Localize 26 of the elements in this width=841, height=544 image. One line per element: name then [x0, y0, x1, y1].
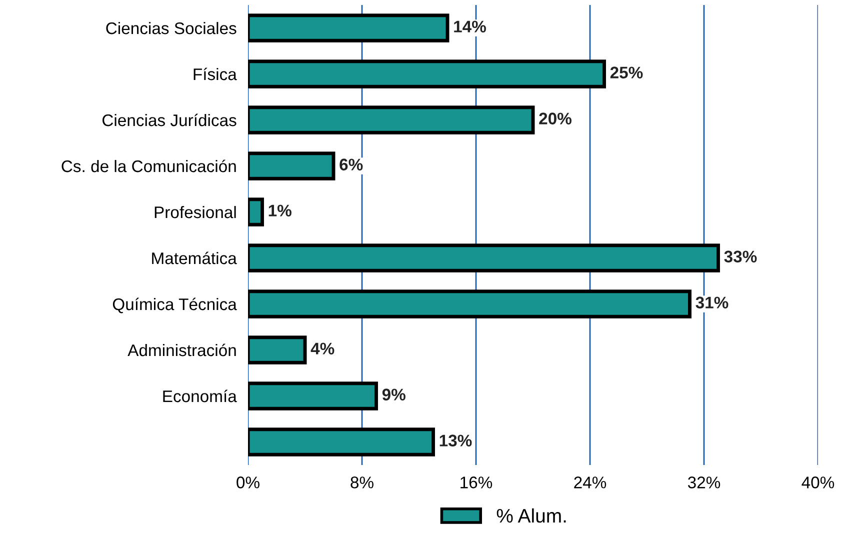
data-label: 33% [724, 250, 757, 262]
y-tick-label: Ciencias Jurídicas [102, 114, 236, 126]
x-tick-label: 32% [688, 476, 720, 488]
data-label: 13% [440, 434, 472, 446]
data-label: 1% [268, 204, 292, 216]
x-tick-label: 8% [350, 476, 374, 488]
x-tick-label: 16% [460, 476, 492, 488]
y-tick-label: Matemática [152, 252, 237, 264]
x-tick-label: 40% [802, 476, 834, 488]
legend-label: % Alum. [496, 508, 566, 523]
data-label: 9% [382, 388, 406, 400]
y-tick-label: Ciencias Sociales [106, 22, 236, 34]
y-tick-label: Cs. de la Comunicación [62, 160, 236, 172]
y-tick-label: Administración [128, 344, 236, 356]
x-tick-label: 24% [574, 476, 606, 488]
data-label: 20% [539, 112, 572, 124]
data-label: 14% [454, 20, 486, 32]
y-tick-label: Química Técnica [112, 298, 237, 314]
x-tick-label: 0% [236, 476, 260, 488]
y-tick-label: Profesional [154, 206, 236, 218]
data-label: 4% [310, 342, 334, 354]
y-tick-label: Economía [163, 390, 237, 402]
data-label: 6% [340, 158, 363, 170]
y-tick-label: Física [194, 68, 237, 80]
data-label: 31% [696, 296, 728, 308]
data-label: 25% [610, 66, 643, 78]
